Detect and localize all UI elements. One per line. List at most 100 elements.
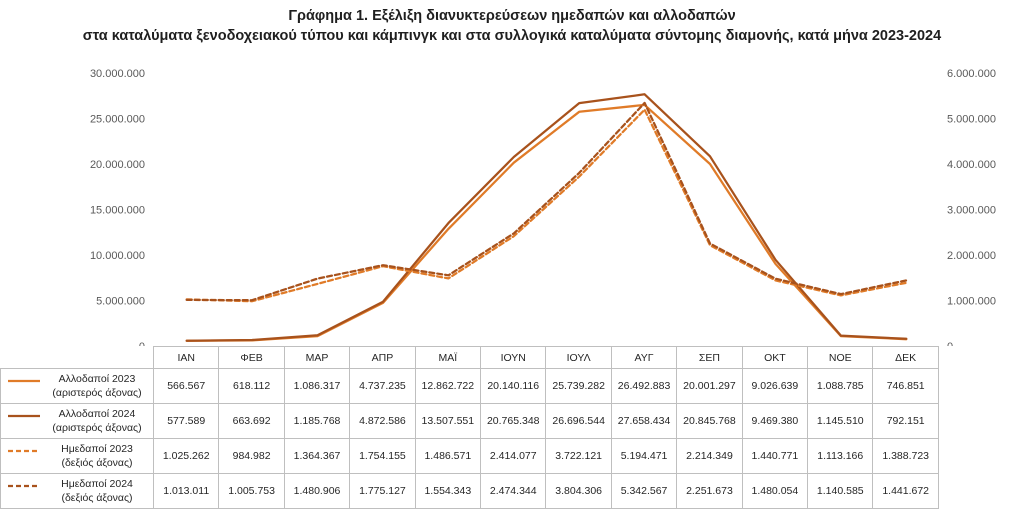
data-value-cell: 1.775.127 [349,473,416,509]
legend-swatch [8,379,40,383]
table-corner-cell [1,347,154,369]
data-value-cell: 5.342.567 [610,473,678,509]
month-label: ΦΕΒ [218,346,285,369]
legend-series-name: Ημεδαποί 2023 [61,443,133,455]
series-line-4 [185,101,908,302]
data-value-cell: 618.112 [218,368,285,404]
data-value-cell: 1.480.906 [283,473,351,509]
data-value-cell: 1.554.343 [414,473,482,509]
data-value-cell: 1.388.723 [872,438,939,474]
month-label: ΜΑΪ [414,346,482,369]
table-row: Αλλοδαποί 2023 (αριστερός άξονας) 566.567 6… [0,368,939,404]
data-value-cell: 1.145.510 [807,403,874,439]
data-value-cell: 1.486.571 [414,438,482,474]
data-value-cell: 1.441.672 [872,473,939,509]
table-header-row: ΙΑΝ ΦΕΒ ΜΑΡ ΑΠΡ ΜΑΪ ΙΟΥΝ ΙΟΥΛ ΑΥΓ ΣΕΠ ΟΚΤ ΝΟΕ ΔΕΚ [1,346,939,369]
data-table: ΙΑΝ ΦΕΒ ΜΑΡ ΑΠΡ ΜΑΪ ΙΟΥΝ ΙΟΥΛ ΑΥΓ ΣΕΠ ΟΚΤ ΝΟΕ ΔΕΚ Αλ… [0,346,939,509]
right-axis-tick-label: 1.000.000 [947,296,996,308]
data-value-cell: 4.872.586 [349,403,416,439]
data-value-cell: 20.140.116 [480,368,547,404]
data-value-cell: 26.492.883 [610,368,678,404]
month-label: ΜΑΡ [283,346,351,369]
left-axis-tick-label: 10.000.000 [90,250,145,262]
left-axis-tick-label: 0 [139,341,145,346]
data-value-cell: 20.001.297 [676,368,743,404]
series-lines [185,93,908,342]
legend-swatch [8,414,40,418]
month-label: ΔΕΚ [872,346,939,369]
legend-entry: Αλλοδαποί 2023 (αριστερός άξονας) [0,368,154,404]
series-line-2 [185,93,908,342]
left-axis-tick-label: 15.000.000 [90,205,145,217]
right-axis-tick-label: 4.000.000 [947,159,996,171]
data-value-cell: 566.567 [152,368,220,404]
legend-series-name: Ημεδαποί 2024 [61,478,133,490]
data-value-cell: 577.589 [152,403,220,439]
data-value-cell: 1.140.585 [807,473,874,509]
right-axis-tick-label: 5.000.000 [947,114,996,126]
data-value-cell: 1.113.166 [807,438,874,474]
data-value-cell: 1.480.054 [741,473,809,509]
left-y-axis: 0 5.000.000 10.000.000 15.000.000 20.000.000… [90,68,145,346]
right-y-axis: 0 1.000.000 2.000.000 3.000.000 4.000.000 5.0… [947,68,996,346]
chart-subtitle: στα καταλύματα ξενοδοχειακού τύπου και κ… [82,28,942,44]
data-value-cell: 20.765.348 [480,403,547,439]
data-value-cell: 1.005.753 [218,473,285,509]
month-label: ΑΠΡ [349,346,416,369]
table-row: Ημεδαποί 2023 (δεξιός άξονας) 1.025.262 984… [0,438,939,474]
left-axis-tick-label: 20.000.000 [90,159,145,171]
data-value-cell: 9.469.380 [741,403,809,439]
legend-swatch [8,484,40,488]
right-axis-tick-label: 3.000.000 [947,205,996,217]
month-label: ΑΥΓ [610,346,678,369]
data-value-cell: 1.185.768 [283,403,351,439]
month-label: ΙΟΥΝ [480,346,547,369]
table-row: Ημεδαποί 2024 (δεξιός άξονας) 1.013.011 1.0… [0,473,939,509]
table-row: Αλλοδαποί 2024 (αριστερός άξονας) 577.589 6… [0,403,939,439]
legend-axis-note: (δεξιός άξονας) [61,492,133,504]
chart-title: Γράφημα 1. Εξέλιξη διανυκτερεύσεων ημεδα… [288,8,736,24]
left-axis-tick-label: 25.000.000 [90,114,145,126]
legend-swatch [8,449,40,453]
chart-title-block: Γράφημα 1. Εξέλιξη διανυκτερεύσεων ημεδα… [0,6,1024,46]
legend-series-name: Αλλοδαποί 2024 [58,408,136,420]
data-value-cell: 1.440.771 [741,438,809,474]
data-value-cell: 27.658.434 [610,403,678,439]
line-chart: 0 5.000.000 10.000.000 15.000.000 20.000.000… [90,68,996,346]
data-value-cell: 12.862.722 [414,368,482,404]
month-label: ΙΟΥΛ [545,346,612,369]
legend-axis-note: (αριστερός άξονας) [52,422,142,434]
data-value-cell: 1.754.155 [349,438,416,474]
data-value-cell: 1.025.262 [152,438,220,474]
legend-entry: Αλλοδαποί 2024 (αριστερός άξονας) [0,403,154,439]
data-value-cell: 2.251.673 [676,473,743,509]
left-axis-tick-label: 5.000.000 [96,296,145,308]
data-value-cell: 4.737.235 [349,368,416,404]
legend-axis-note: (δεξιός άξονας) [61,457,133,469]
data-value-cell: 20.845.768 [676,403,743,439]
data-value-cell: 984.982 [218,438,285,474]
data-value-cell: 1.088.785 [807,368,874,404]
data-value-cell: 1.086.317 [283,368,351,404]
left-axis-tick-label: 30.000.000 [90,68,145,80]
month-label: ΝΟΕ [807,346,874,369]
data-value-cell: 2.474.344 [480,473,547,509]
data-value-cell: 792.151 [872,403,939,439]
data-value-cell: 1.364.367 [283,438,351,474]
right-axis-tick-label: 0 [947,341,953,346]
legend-entry: Ημεδαποί 2024 (δεξιός άξονας) [0,473,154,509]
series-line-3 [185,108,908,303]
data-value-cell: 3.722.121 [545,438,612,474]
legend-axis-note: (αριστερός άξονας) [52,387,142,399]
right-axis-tick-label: 6.000.000 [947,68,996,80]
data-value-cell: 26.696.544 [545,403,612,439]
month-label: ΟΚΤ [741,346,809,369]
data-value-cell: 663.692 [218,403,285,439]
data-value-cell: 746.851 [872,368,939,404]
data-value-cell: 25.739.282 [545,368,612,404]
data-value-cell: 13.507.551 [414,403,482,439]
legend-series-name: Αλλοδαποί 2023 [58,373,136,385]
data-value-cell: 2.214.349 [676,438,743,474]
data-value-cell: 5.194.471 [610,438,678,474]
data-value-cell: 9.026.639 [741,368,809,404]
